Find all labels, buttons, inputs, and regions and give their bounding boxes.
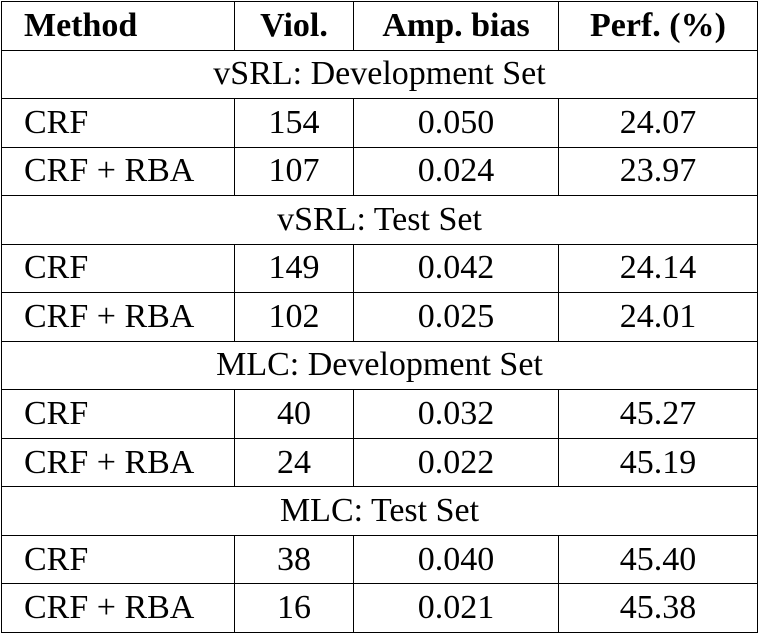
value-cell: 0.040 [353,534,559,585]
method-cell: CRF [1,389,235,439]
header-row: Method Viol. Amp. bias Perf. (%) [1,1,758,51]
section-title: MLC: Test Set [1,486,758,536]
value-cell: 16 [234,583,354,633]
data-row: CRF 38 0.040 45.40 [1,534,758,585]
value-cell: 45.27 [558,389,758,439]
header-cell: Method [1,1,235,51]
method-cell: CRF + RBA [1,583,235,633]
header-cell: Amp. bias [353,1,559,51]
value-cell: 24.14 [558,243,758,294]
value-cell: 107 [234,146,354,197]
value-cell: 149 [234,243,354,294]
value-cell: 24.01 [558,292,758,342]
method-cell: CRF [1,534,235,585]
value-cell: 0.042 [353,243,559,294]
value-cell: 38 [234,534,354,585]
value-cell: 0.024 [353,146,559,197]
value-cell: 23.97 [558,146,758,197]
data-row: CRF + RBA 24 0.022 45.19 [1,437,758,488]
value-cell: 24 [234,437,354,488]
section-row: MLC: Development Set [1,340,758,391]
method-cell: CRF + RBA [1,292,235,342]
value-cell: 154 [234,98,354,148]
value-cell: 45.40 [558,534,758,585]
value-cell: 45.38 [558,583,758,633]
data-row: CRF + RBA 16 0.021 45.38 [1,583,758,633]
method-cell: CRF + RBA [1,146,235,197]
value-cell: 0.025 [353,292,559,342]
section-row: vSRL: Test Set [1,195,758,245]
value-cell: 0.021 [353,583,559,633]
value-cell: 40 [234,389,354,439]
method-cell: CRF + RBA [1,437,235,488]
method-cell: CRF [1,243,235,294]
value-cell: 0.022 [353,437,559,488]
value-cell: 0.032 [353,389,559,439]
data-row: CRF 154 0.050 24.07 [1,98,758,148]
header-cell: Viol. [234,1,354,51]
section-title: MLC: Development Set [1,340,758,391]
section-row: vSRL: Development Set [1,49,758,100]
data-row: CRF + RBA 102 0.025 24.01 [1,292,758,342]
section-row: MLC: Test Set [1,486,758,536]
value-cell: 24.07 [558,98,758,148]
header-cell: Perf. (%) [558,1,758,51]
value-cell: 45.19 [558,437,758,488]
data-row: CRF 40 0.032 45.27 [1,389,758,439]
value-cell: 102 [234,292,354,342]
section-title: vSRL: Test Set [1,195,758,245]
section-title: vSRL: Development Set [1,49,758,100]
value-cell: 0.050 [353,98,559,148]
data-row: CRF + RBA 107 0.024 23.97 [1,146,758,197]
method-cell: CRF [1,98,235,148]
data-row: CRF 149 0.042 24.14 [1,243,758,294]
